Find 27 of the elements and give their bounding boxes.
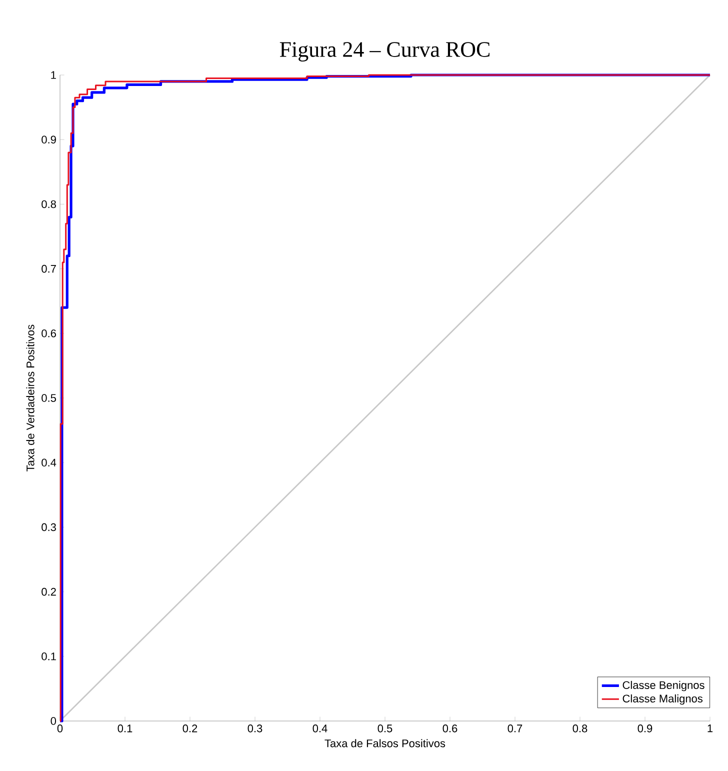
y-tick-label: 0.4 [42, 458, 56, 466]
chart-title: Figura 24 – Curva ROC [280, 42, 490, 62]
y-tick-label: 0.5 [42, 394, 56, 402]
x-tick-label: 0.5 [378, 724, 392, 732]
legend-label: Classe Benignos [622, 680, 704, 692]
x-tick-label: 1 [708, 724, 713, 732]
x-axis-title: Taxa de Falsos Positivos [324, 739, 446, 748]
x-tick-label: 0 [57, 724, 63, 732]
y-tick-label: 0.7 [42, 264, 56, 273]
legend-label: Classe Malignos [622, 694, 703, 705]
y-axis-title: Taxa de Verdadeiros Positivos [26, 324, 34, 472]
x-tick-label: 0.3 [248, 724, 262, 732]
x-tick-label: 0.1 [118, 724, 132, 732]
x-tick-label: 0.8 [572, 724, 588, 732]
y-tick-label: 0.8 [42, 200, 56, 208]
x-tick-label: 0.7 [508, 724, 522, 732]
x-tick-label: 0.9 [638, 724, 652, 732]
y-tick-label: 0.2 [42, 588, 56, 596]
x-tick-label: 0.2 [182, 724, 198, 732]
y-tick-label: 0.1 [42, 652, 56, 660]
x-tick-label: 0.6 [442, 724, 458, 732]
y-tick-label: 0.9 [42, 136, 56, 144]
y-tick-label: 1 [51, 71, 56, 79]
y-tick-label: 0 [50, 717, 56, 725]
y-tick-label: 0.6 [42, 330, 56, 338]
y-tick-label: 0.3 [42, 523, 56, 532]
x-tick-label: 0.4 [312, 724, 328, 732]
